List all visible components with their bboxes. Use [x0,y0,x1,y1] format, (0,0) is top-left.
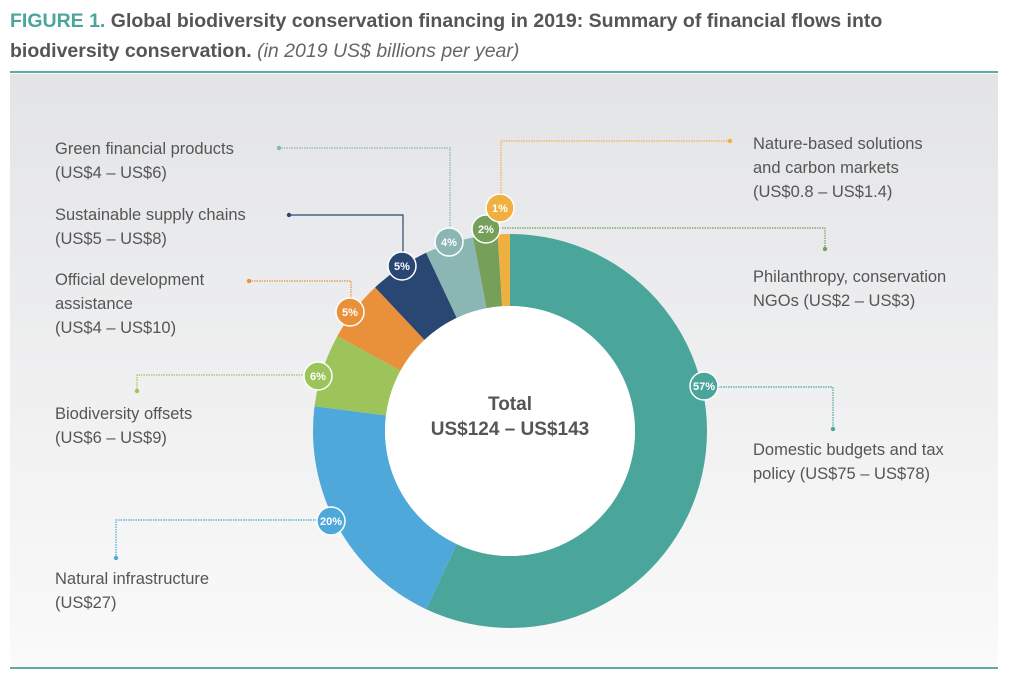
percent-label: 5% [394,261,410,273]
percent-badge [485,193,515,223]
percent-badge [471,214,501,244]
leader-philanthropy [498,227,826,249]
percent-label: 20% [320,516,342,528]
label-natural-infrastructure: Natural infrastructure (US$27) [55,570,210,612]
percent-badge [316,506,346,536]
percent-label: 5% [342,307,358,319]
label-offsets: Biodiversity offsets (US$6 – US$9) [55,405,193,447]
donut-center-label: Total US$124 – US$143 [400,392,620,442]
leader-oda [249,280,352,300]
percent-badge [387,251,417,281]
bottom-divider [10,667,998,669]
center-total: US$124 – US$143 [430,419,590,440]
percent-badge [303,361,333,391]
percent-badge [689,371,719,401]
slice-biodiversity-offsets [314,336,401,416]
label-nature-based: Nature-based solutions and carbon markets… [753,135,923,201]
label-supply-chains: Sustainable supply chains (US$5 – US$8) [55,206,246,248]
label-domestic-budgets: Domestic budgets and tax policy (US$75 – … [753,441,944,483]
percent-badge [434,227,464,257]
top-divider [10,71,998,73]
slice-green-financial-products [426,237,487,318]
percent-label: 4% [441,237,457,249]
figure-number: FIGURE 1. [10,10,106,32]
slice-domestic-budgets-and-tax-policy [426,234,708,628]
label-oda: Official development assistance (US$4 – US… [55,271,205,337]
leader-nature [500,140,730,196]
slice-philanthropy-conservation-ngos [473,234,503,309]
leader-natural [115,519,318,558]
percent-label: 2% [478,224,494,236]
donut-hole [385,306,635,556]
label-philanthropy: Philanthropy, conservation NGOs (US$2 – U… [753,268,947,310]
percent-label: 1% [492,203,508,215]
percent-label: 57% [693,381,715,393]
percent-label: 6% [310,371,326,383]
leader-supply [289,214,404,255]
label-green-financial: Green financial products (US$4 – US$6) [55,140,234,182]
slice-natural-infrastructure [313,406,457,610]
percent-badge [335,297,365,327]
leader-offsets [136,374,305,391]
center-title: Total [488,394,532,415]
figure-title: FIGURE 1. Global biodiversity conservati… [10,6,990,66]
leader-green [279,147,451,232]
slice-nature-based-solutions-and-carbon-markets [497,234,510,307]
figure-unit: (in 2019 US$ billions per year) [257,40,520,62]
leader-domestic [718,386,834,429]
figure-title-text: Global biodiversity conservation financi… [10,10,883,62]
